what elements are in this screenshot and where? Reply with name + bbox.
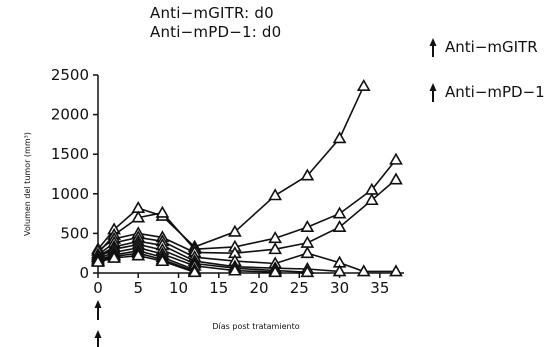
chart-series [91,78,403,278]
data-point-triangle [228,224,242,237]
data-point-triangle [332,131,347,144]
x-tick-label: 10 [169,279,188,297]
y-tick-label: 1000 [51,185,89,203]
x-tick-label: 30 [330,279,349,297]
data-point-triangle [356,264,371,277]
data-point-triangle [268,242,283,255]
treatment-arrows [94,300,102,347]
chart-title-line1: Anti−mGITR: d0 [150,4,274,22]
data-point-triangle [332,219,347,232]
chart-title-line2: Anti−mPD−1: d0 [150,23,282,41]
x-tick-label: 35 [370,279,389,297]
y-tick-label: 1500 [51,145,89,163]
data-point-triangle [155,205,170,218]
data-point-triangle [91,254,105,267]
data-point-triangle [364,193,379,206]
data-point-triangle [155,254,170,267]
treatment-arrow-gitr [94,300,102,320]
data-point-triangle [107,250,121,263]
legend-item-anti-mpd1: Anti−mPD−1 [428,82,545,102]
y-tick-label: 500 [60,224,89,242]
treatment-arrow-pd1 [94,330,102,347]
chart-axes [93,74,404,278]
x-tick-label: 20 [250,279,269,297]
legend-label-anti-mpd1: Anti−mPD−1 [445,83,545,101]
x-axis-title: Días post tratamiento [212,322,299,331]
y-tick-label: 2500 [51,66,89,84]
data-point-triangle [268,188,283,201]
data-point-triangle [389,152,403,165]
data-point-triangle [228,263,242,276]
data-point-triangle [300,265,315,278]
data-point-triangle [356,78,371,92]
x-tick-label: 25 [290,279,309,297]
series-line [97,243,308,273]
data-point-triangle [332,264,347,277]
treatment-arrow-head [94,300,102,308]
y-axis-title: Volumen del tumor (mm³) [23,132,32,236]
data-point-triangle [187,265,202,278]
y-tick-label: 0 [79,264,89,282]
treatment-arrow-head [94,330,102,338]
data-point-triangle [389,172,403,185]
series-10 [91,248,202,278]
chart-tick-labels: 0 500 1000 1500 2000 2500 0 5 10 15 20 25 30 35 [51,66,390,297]
data-point-triangle [131,210,146,223]
x-tick-label: 0 [93,279,103,297]
x-tick-label: 5 [133,279,143,297]
series-line [97,85,365,250]
legend-label-anti-mgitr: Anti−mGITR [445,38,538,56]
data-point-triangle [389,264,403,277]
data-point-triangle [300,235,315,248]
data-point-triangle [268,265,283,278]
data-point-triangle [300,219,315,232]
data-point-triangle [300,168,315,181]
arrow-up-icon [429,83,437,102]
x-tick-label: 15 [209,279,228,297]
data-point-triangle [300,246,315,259]
data-point-triangle [332,206,347,219]
series-1 [91,78,371,255]
y-tick-label: 2000 [51,106,89,124]
arrow-up-icon [429,38,437,57]
legend-item-anti-mgitr: Anti−mGITR [428,37,538,57]
data-point-triangle [131,248,146,261]
